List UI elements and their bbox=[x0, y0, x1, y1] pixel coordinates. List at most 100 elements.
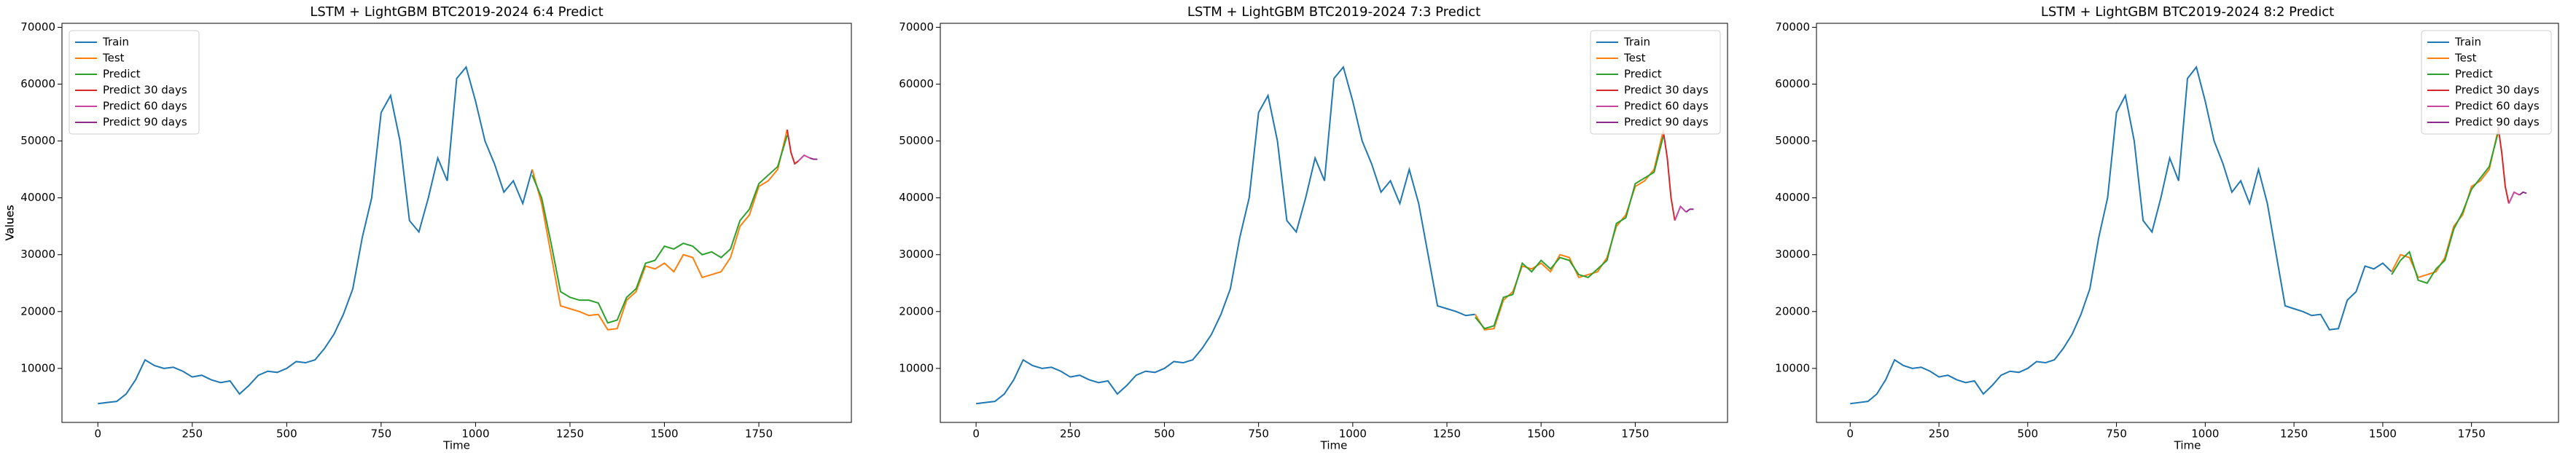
series-line bbox=[786, 129, 800, 165]
y-tick-label: 40000 bbox=[1775, 191, 1810, 204]
x-tick-label: 1000 bbox=[461, 428, 489, 441]
legend-box bbox=[2421, 30, 2552, 135]
legend-label: Predict 90 days bbox=[1624, 116, 1709, 129]
legend-box bbox=[69, 30, 200, 135]
legend-label: Predict bbox=[2455, 68, 2493, 81]
series-line bbox=[797, 154, 811, 162]
legend-label: Predict bbox=[1624, 68, 1662, 81]
x-tick-label: 250 bbox=[1060, 428, 1081, 441]
x-tick-label: 0 bbox=[972, 428, 980, 441]
subplot: LSTM + LightGBM BTC2019-2024 6:4 Predict… bbox=[4, 4, 852, 452]
legend-label: Train bbox=[102, 36, 129, 49]
series-line bbox=[531, 129, 788, 331]
x-tick-label: 0 bbox=[94, 428, 101, 441]
series-line bbox=[2391, 129, 2499, 279]
x-tick-label: 1500 bbox=[2369, 428, 2397, 441]
series-line bbox=[1850, 65, 2392, 405]
y-axis-label: Values bbox=[4, 205, 17, 240]
series-line bbox=[98, 65, 534, 405]
axes-frame bbox=[940, 23, 1728, 423]
legend: Train Test Predict Predict 30 days Predict 6… bbox=[1590, 30, 1721, 135]
legend-label: Predict 60 days bbox=[103, 100, 187, 113]
y-tick-label: 60000 bbox=[899, 77, 934, 90]
y-axis-label: Values bbox=[4, 205, 17, 240]
series-line bbox=[1674, 205, 1687, 221]
y-tick-label: 60000 bbox=[1775, 77, 1810, 90]
series-line bbox=[2497, 126, 2510, 204]
series-line bbox=[2391, 132, 2499, 284]
y-tick-label: 10000 bbox=[899, 361, 934, 374]
x-axis-label: Time bbox=[1320, 439, 1348, 452]
x-tick-label: 250 bbox=[182, 428, 203, 441]
y-tick-label: 20000 bbox=[20, 304, 55, 318]
y-tick-label: 70000 bbox=[899, 20, 934, 34]
series-line bbox=[531, 135, 788, 324]
series-line bbox=[1685, 208, 1694, 213]
legend-label: Test bbox=[2454, 52, 2477, 65]
legend-label: Predict 90 days bbox=[103, 116, 187, 129]
legend-label: Predict 90 days bbox=[2455, 116, 2540, 129]
legend-label: Train bbox=[1623, 36, 1650, 49]
legend-box bbox=[1590, 30, 1721, 135]
y-tick-label: 20000 bbox=[899, 304, 934, 318]
x-tick-label: 1500 bbox=[650, 428, 678, 441]
x-tick-label: 1750 bbox=[745, 428, 773, 441]
y-tick-label: 40000 bbox=[20, 191, 55, 204]
chart-title: LSTM + LightGBM BTC2019-2024 8:2 Predict bbox=[2041, 4, 2334, 20]
y-tick-label: 70000 bbox=[1775, 20, 1810, 34]
y-tick-label: 30000 bbox=[20, 248, 55, 261]
x-tick-label: 1250 bbox=[556, 428, 584, 441]
x-tick-label: 750 bbox=[371, 428, 392, 441]
x-tick-label: 500 bbox=[276, 428, 297, 441]
y-axis-label: Values bbox=[4, 205, 17, 240]
y-tick-label: 50000 bbox=[20, 134, 55, 147]
legend-label: Train bbox=[2454, 36, 2481, 49]
subplot: LSTM + LightGBM BTC2019-2024 8:2 Predict… bbox=[4, 4, 2559, 452]
subplot: LSTM + LightGBM BTC2019-2024 7:3 Predict… bbox=[4, 4, 1728, 452]
chart-title: LSTM + LightGBM BTC2019-2024 6:4 Predict bbox=[310, 4, 603, 20]
legend: Train Test Predict Predict 30 days Predict 6… bbox=[2421, 30, 2552, 135]
y-tick-label: 70000 bbox=[20, 20, 55, 34]
x-axis-label: Time bbox=[442, 439, 470, 452]
axes-frame bbox=[61, 23, 852, 423]
legend-label: Predict 30 days bbox=[103, 84, 187, 97]
x-axis-label: Time bbox=[2174, 439, 2201, 452]
x-tick-label: 250 bbox=[1929, 428, 1950, 441]
x-tick-label: 1250 bbox=[2280, 428, 2308, 441]
series-line bbox=[2507, 191, 2520, 204]
x-tick-label: 500 bbox=[2017, 428, 2038, 441]
series-line bbox=[809, 157, 818, 160]
y-tick-label: 60000 bbox=[20, 77, 55, 90]
y-tick-label: 20000 bbox=[1775, 304, 1810, 318]
legend: Train Test Predict Predict 30 days Predict 6… bbox=[69, 30, 200, 135]
x-tick-label: 1750 bbox=[2458, 428, 2486, 441]
legend-label: Predict 60 days bbox=[1624, 100, 1709, 113]
x-tick-label: 750 bbox=[1248, 428, 1269, 441]
legend-label: Test bbox=[1623, 52, 1646, 65]
plot-area bbox=[1850, 65, 2527, 405]
series-line bbox=[1475, 135, 1665, 330]
y-tick-label: 30000 bbox=[1775, 248, 1810, 261]
legend-label: Predict 30 days bbox=[1624, 84, 1709, 97]
legend-label: Predict bbox=[103, 68, 141, 81]
chart-title: LSTM + LightGBM BTC2019-2024 7:3 Predict bbox=[1187, 4, 1480, 20]
axes-frame bbox=[1816, 23, 2559, 423]
y-tick-label: 50000 bbox=[1775, 134, 1810, 147]
series-line bbox=[1663, 132, 1676, 221]
x-tick-label: 1000 bbox=[1339, 428, 1367, 441]
y-tick-label: 50000 bbox=[899, 134, 934, 147]
x-tick-label: 750 bbox=[2106, 428, 2127, 441]
legend-label: Test bbox=[102, 52, 125, 65]
y-tick-label: 10000 bbox=[1775, 361, 1810, 374]
series-line bbox=[1474, 129, 1665, 331]
series-line bbox=[975, 65, 1475, 405]
legend-label: Predict 60 days bbox=[2455, 100, 2540, 113]
series-line bbox=[2518, 191, 2527, 196]
x-tick-label: 1750 bbox=[1621, 428, 1649, 441]
legend-label: Predict 30 days bbox=[2455, 84, 2540, 97]
x-tick-label: 500 bbox=[1154, 428, 1175, 441]
x-tick-label: 1000 bbox=[2191, 428, 2219, 441]
x-tick-label: 1250 bbox=[1433, 428, 1461, 441]
